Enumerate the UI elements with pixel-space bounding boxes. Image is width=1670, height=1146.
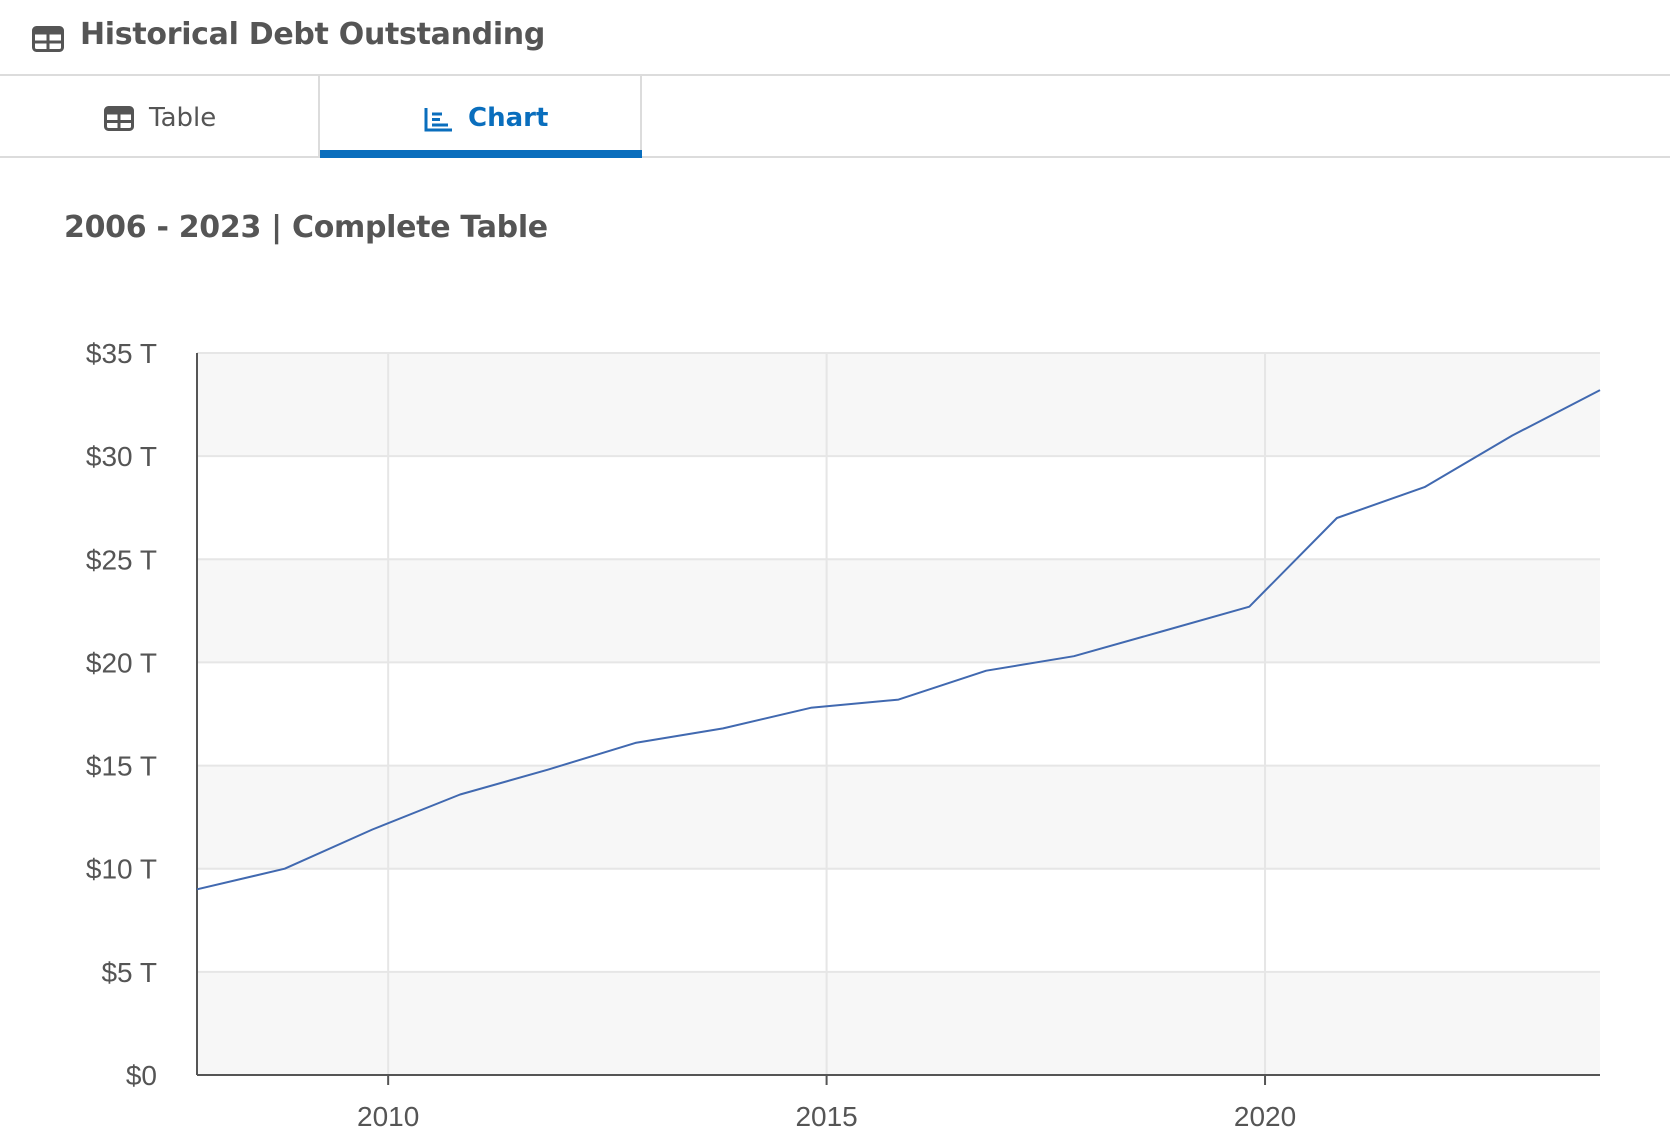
panel-header: Historical Debt Outstanding xyxy=(0,0,1670,76)
tab-table-label: Table xyxy=(149,103,217,133)
x-tick-label: 2020 xyxy=(1234,1101,1296,1132)
tab-chart-label: Chart xyxy=(468,103,549,133)
axes xyxy=(196,353,1600,1076)
y-tick-label: $10 T xyxy=(86,854,157,885)
vertical-gridlines xyxy=(387,353,1267,1085)
plot-band xyxy=(197,456,1600,560)
y-tick-label: $30 T xyxy=(86,441,157,472)
y-tick-label: $20 T xyxy=(86,647,157,678)
table-icon xyxy=(104,106,134,131)
plot-band xyxy=(197,662,1600,766)
plot-band xyxy=(197,353,1600,457)
y-tick-label: $15 T xyxy=(86,751,157,782)
tab-chart[interactable]: Chart xyxy=(320,76,642,158)
plot-band xyxy=(197,868,1600,972)
y-tick-label: $0 xyxy=(126,1060,157,1091)
series-lines xyxy=(196,389,1601,891)
plot-band xyxy=(197,765,1600,869)
line-chart-icon xyxy=(424,108,452,132)
plot-band xyxy=(197,971,1600,1075)
x-axis-labels: 2010 2015 2020 xyxy=(357,1101,1296,1132)
plot-band xyxy=(197,559,1600,663)
x-tick-label: 2015 xyxy=(795,1101,857,1132)
y-tick-label: $25 T xyxy=(86,544,157,575)
plot-bands xyxy=(197,353,1600,1075)
x-tick-label: 2010 xyxy=(357,1101,419,1132)
y-tick-label: $35 T xyxy=(86,338,157,369)
tab-table[interactable]: Table xyxy=(0,76,320,156)
table-icon xyxy=(32,26,64,52)
y-axis-labels: $0 $5 T $10 T $15 T $20 T $25 T $30 T $35 T xyxy=(86,338,157,1091)
chart-subtitle: 2006 - 2023 | Complete Table xyxy=(64,210,548,245)
active-tab-indicator xyxy=(320,150,642,158)
y-tick-label: $5 T xyxy=(101,957,157,988)
view-tabs: Table Chart xyxy=(0,76,1670,158)
series-line xyxy=(196,389,1601,891)
page-title: Historical Debt Outstanding xyxy=(80,17,546,52)
